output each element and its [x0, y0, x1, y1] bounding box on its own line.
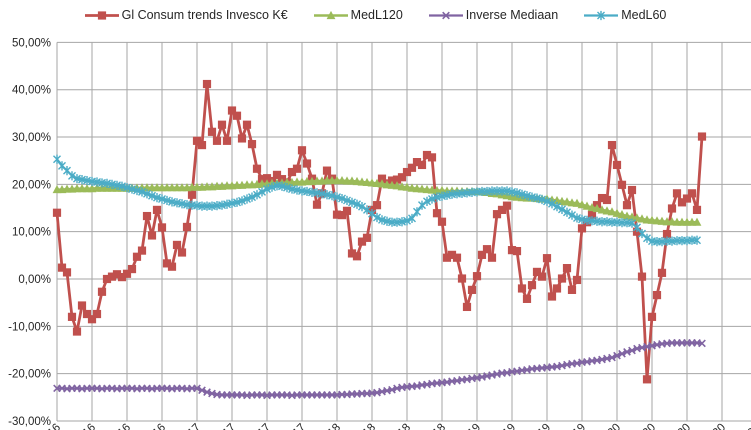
chart-legend: Gl Consum trends Invesco K€ MedL120 Invers… — [0, 5, 751, 25]
y-tick-label: -30,00% — [8, 416, 51, 428]
legend-item-label: MedL120 — [350, 8, 403, 22]
y-tick-label: 30,00% — [12, 132, 51, 144]
legend-item-label: Gl Consum trends Invesco K€ — [121, 8, 288, 22]
series-markers — [53, 154, 701, 247]
series-3 — [53, 154, 701, 247]
series-markers — [52, 79, 707, 384]
legend-item-3[interactable]: MedL60 — [584, 8, 666, 22]
y-axis-labels: 50,00% 40,00% 30,00% 20,00% 10,00% 0,00% -10,0… — [8, 37, 51, 428]
y-tick-label: 20,00% — [12, 179, 51, 191]
triangle-marker-icon — [313, 10, 348, 19]
legend-item-label: Inverse Mediaan — [465, 8, 559, 22]
y-tick-label: 0,00% — [18, 274, 51, 286]
x-marker-icon — [428, 11, 463, 19]
series-2 — [53, 339, 706, 400]
y-tick-label: -10,00% — [8, 321, 51, 333]
series-line — [57, 341, 703, 397]
y-tick-label: 50,00% — [12, 37, 51, 49]
y-tick-label: 40,00% — [12, 85, 51, 97]
x-axis-labels: 1/01/20161/04/20161/07/20161/10/20161/01… — [18, 422, 751, 430]
series-markers — [53, 339, 706, 400]
legend-item-1[interactable]: MedL120 — [313, 8, 403, 22]
legend-item-2[interactable]: Inverse Mediaan — [428, 8, 559, 22]
y-tick-label: -20,00% — [8, 369, 51, 381]
legend-item-label: MedL60 — [621, 8, 667, 22]
square-marker-icon — [84, 10, 119, 20]
legend-item-0[interactable]: Gl Consum trends Invesco K€ — [84, 8, 288, 22]
star-marker-icon — [584, 10, 619, 20]
y-tick-label: 10,00% — [12, 227, 51, 239]
